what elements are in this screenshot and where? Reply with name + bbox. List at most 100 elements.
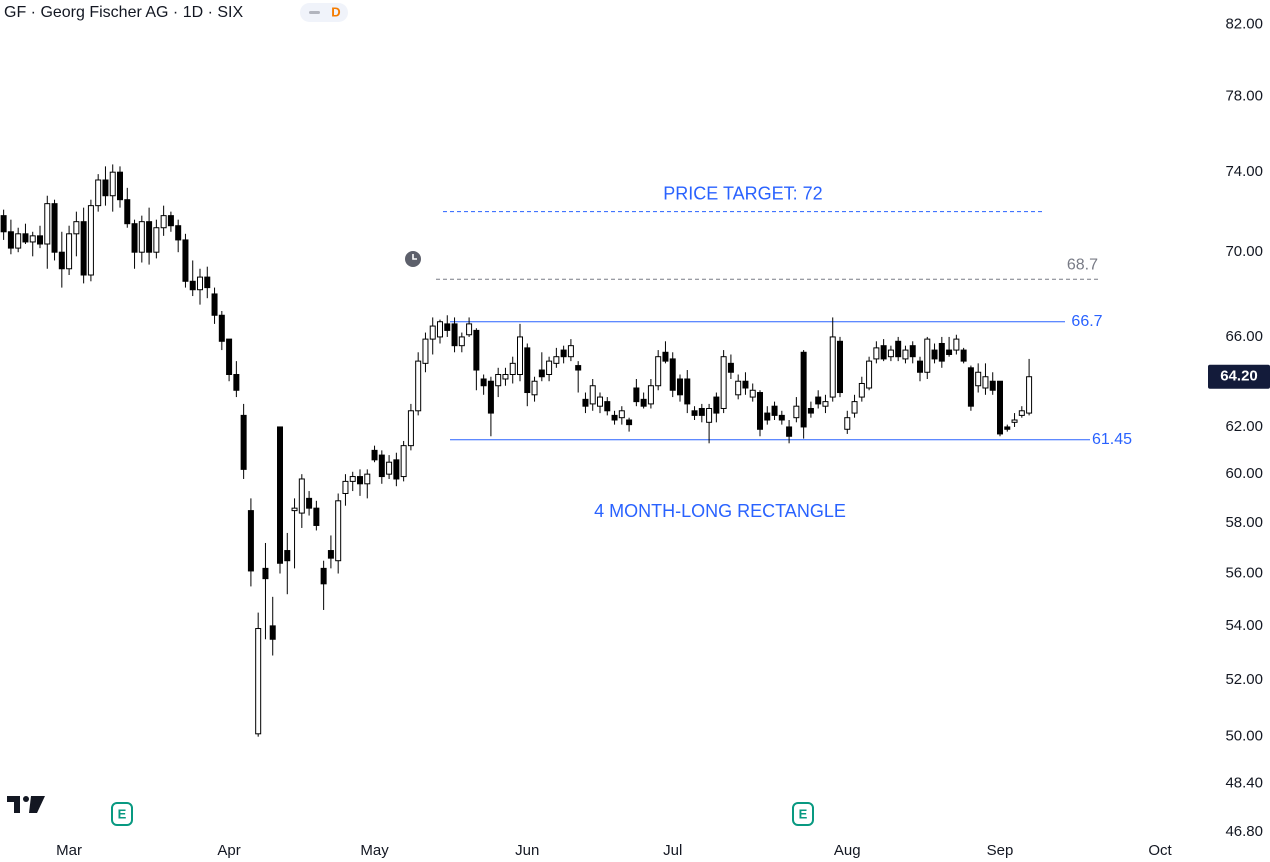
candle-body	[887, 349, 894, 358]
candle-body	[815, 396, 822, 405]
candle-body	[735, 380, 742, 396]
candle-body	[95, 179, 102, 207]
candle-body	[655, 356, 662, 387]
candle-body	[189, 280, 196, 291]
candle-body	[51, 203, 58, 253]
candle-body	[946, 349, 953, 355]
badge-background	[300, 3, 348, 22]
badge-label: D	[331, 4, 340, 19]
candle-body	[800, 351, 807, 428]
candle-body	[589, 385, 596, 405]
candle-body	[742, 380, 749, 389]
candle-body	[58, 251, 65, 270]
candle-body	[204, 276, 211, 289]
candle-body	[393, 459, 400, 480]
candle-body	[415, 360, 422, 412]
candle-body	[495, 373, 502, 387]
candle-body	[858, 382, 865, 398]
candle-body	[364, 473, 371, 485]
y-tick-label: 50.00	[1225, 728, 1263, 745]
candle-body	[582, 398, 589, 407]
candle-body	[575, 365, 582, 371]
tradingview-logo[interactable]	[7, 796, 45, 813]
candle-body	[277, 426, 283, 564]
candle-body	[538, 369, 545, 378]
candle-body	[233, 373, 240, 391]
candle-body	[131, 223, 138, 253]
candle-body	[837, 340, 843, 394]
y-tick-label: 56.00	[1225, 564, 1263, 581]
candle-body	[647, 385, 654, 405]
candle-body	[793, 405, 800, 419]
candle-body	[87, 205, 94, 276]
candle-body	[567, 345, 574, 358]
candle-body	[22, 233, 29, 243]
logo-part	[29, 796, 45, 813]
annotation: 4 MONTH-LONG RECTANGLE	[594, 501, 846, 521]
candle-body	[429, 325, 436, 340]
candle-body	[669, 358, 676, 391]
candle-body	[298, 478, 305, 514]
candle-body	[771, 405, 778, 416]
event-badge-frame	[792, 802, 814, 826]
candle-body	[262, 567, 269, 580]
candle-body	[618, 410, 625, 419]
candle-body	[37, 235, 43, 245]
event-badge-label: E	[118, 806, 127, 821]
alarm-icon[interactable]	[405, 251, 421, 267]
candle-body	[517, 336, 523, 375]
y-tick-label: 52.00	[1225, 671, 1263, 688]
candle-body	[684, 378, 691, 405]
candle-body	[989, 380, 996, 391]
candle-body	[611, 414, 618, 421]
candle-body	[386, 461, 393, 475]
candle-body	[691, 410, 698, 416]
candle-body	[524, 347, 531, 394]
candle-body	[822, 401, 829, 407]
candle-body	[335, 500, 342, 562]
candle-body	[73, 221, 80, 235]
candle-body	[786, 426, 793, 437]
candle-body	[458, 336, 465, 347]
candle-body	[138, 221, 145, 253]
y-tick-label: 46.80	[1225, 823, 1263, 840]
event-badge[interactable]: E	[792, 802, 814, 826]
y-tick-label: 58.00	[1225, 514, 1263, 531]
candle-body	[247, 510, 254, 572]
event-badge[interactable]: E	[111, 802, 133, 826]
candle-body	[109, 171, 116, 197]
candle-body	[80, 221, 87, 276]
candle-body	[240, 414, 247, 470]
candle-body	[44, 203, 51, 245]
candle-body	[487, 380, 494, 414]
candle-body	[851, 401, 858, 414]
candle-body	[626, 419, 633, 426]
y-tick-label: 60.00	[1225, 465, 1263, 482]
badge-icon	[309, 11, 320, 14]
candle-body	[604, 401, 611, 412]
candle-body	[175, 225, 182, 241]
x-axis-band	[0, 838, 1270, 862]
candle-body	[1026, 376, 1033, 414]
candle-body	[633, 387, 640, 403]
candle-body	[291, 507, 298, 512]
candle-body	[124, 199, 131, 225]
candle-body	[473, 329, 480, 371]
candle-body	[960, 349, 967, 362]
candle-body	[727, 362, 734, 373]
candle-body	[102, 179, 109, 197]
candle-body	[662, 351, 669, 362]
candle-body	[778, 414, 785, 421]
candle-body	[466, 323, 473, 336]
level-label: 68.7	[1067, 256, 1098, 273]
last-price-label: 64.20	[1220, 368, 1258, 385]
y-tick-label: 70.00	[1225, 243, 1263, 260]
alarm-hands	[412, 254, 417, 260]
interval-badge[interactable]: D	[300, 3, 348, 22]
last-price-box	[1208, 364, 1270, 389]
candle-body	[167, 215, 174, 227]
y-tick-label: 78.00	[1225, 87, 1263, 104]
candle-body	[0, 215, 7, 233]
candle-body	[931, 349, 938, 360]
